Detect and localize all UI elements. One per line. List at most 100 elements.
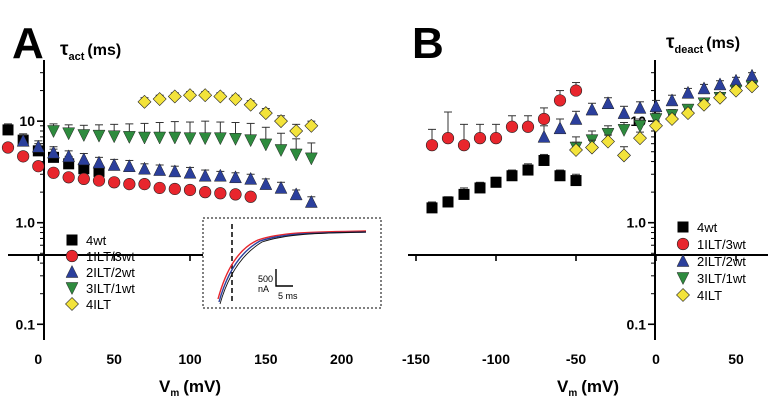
data-point — [123, 177, 136, 191]
data-point — [107, 130, 121, 144]
data-point — [697, 97, 711, 112]
data-point — [713, 90, 727, 105]
data-point — [183, 165, 197, 179]
data-point — [199, 186, 212, 199]
data-point — [198, 132, 212, 146]
data-point — [228, 92, 243, 106]
data-point — [537, 112, 551, 126]
data-point — [122, 159, 136, 172]
series-3ilt-1wt — [569, 80, 759, 155]
data-point — [617, 106, 631, 119]
data-point — [601, 134, 615, 149]
data-point — [168, 131, 182, 145]
series-1ilt-3wt — [425, 82, 583, 152]
data-point — [122, 131, 136, 144]
data-point — [505, 120, 519, 133]
data-point — [213, 89, 228, 104]
series-4wt — [426, 153, 582, 214]
data-point — [745, 68, 759, 82]
data-point — [585, 102, 599, 116]
data-point — [47, 145, 60, 159]
data-point — [62, 149, 76, 163]
data-point — [31, 139, 45, 153]
series-1ilt-3wt — [1, 141, 257, 203]
data-point — [229, 133, 242, 146]
inset-scale-x-label: 5 ms — [278, 291, 298, 301]
legend-label: 4wt — [86, 233, 107, 248]
x-tick-label: 50 — [728, 351, 744, 367]
data-point — [553, 121, 567, 135]
data-point — [168, 164, 182, 178]
y-axis-subscript: deact — [674, 44, 703, 56]
data-point — [617, 124, 631, 137]
data-point — [78, 163, 90, 175]
legend-label: 3ILT/1wt — [86, 281, 135, 296]
data-point — [153, 131, 167, 145]
x-tick-label: 200 — [330, 351, 354, 367]
data-point — [152, 92, 167, 106]
y-tick-label: 10 — [19, 113, 35, 129]
data-point — [138, 177, 151, 191]
data-point — [426, 202, 438, 214]
panel-label: B — [412, 19, 444, 68]
inset-scale-y-unit: nA — [258, 284, 269, 294]
data-point — [244, 190, 257, 203]
legend-marker — [65, 297, 79, 311]
x-tick-label: 0 — [652, 351, 660, 367]
data-point — [633, 100, 647, 114]
data-point — [304, 194, 318, 208]
y-axis-symbol: τ — [60, 39, 69, 60]
legend-marker — [65, 282, 79, 296]
x-axis-title: Vm (mV) — [159, 377, 221, 399]
data-point — [93, 165, 105, 177]
data-point — [214, 187, 227, 200]
data-point — [63, 158, 75, 170]
data-point — [259, 177, 273, 190]
data-point — [522, 164, 534, 176]
legend-marker — [66, 234, 78, 246]
data-point — [229, 188, 242, 201]
data-point — [167, 89, 182, 104]
y-axis-unit: (ms) — [87, 42, 121, 59]
data-point — [274, 114, 288, 129]
legend-marker — [676, 253, 690, 267]
legend-marker — [677, 221, 689, 233]
series-3ilt-1wt — [47, 120, 318, 166]
data-point — [92, 129, 106, 143]
x-axis-symbol: V — [159, 377, 171, 396]
data-point — [601, 96, 615, 110]
data-point — [258, 106, 273, 121]
data-point — [1, 141, 15, 154]
data-point — [665, 93, 679, 107]
data-point — [289, 148, 303, 162]
data-point — [506, 170, 518, 182]
data-point — [229, 170, 242, 184]
x-axis-title: Vm (mV) — [557, 377, 619, 399]
data-point — [713, 77, 727, 91]
data-point — [521, 120, 535, 133]
data-point — [569, 111, 583, 125]
inset-scale-bar — [275, 269, 293, 287]
legend-marker — [676, 272, 690, 286]
data-point — [665, 112, 679, 126]
data-point — [153, 162, 167, 176]
data-point — [274, 180, 288, 194]
x-axis-subscript: m — [170, 388, 179, 399]
data-point — [183, 183, 197, 197]
data-point — [729, 83, 743, 98]
data-point — [441, 132, 455, 145]
data-point — [489, 132, 503, 145]
data-point — [92, 155, 106, 169]
data-point — [213, 168, 227, 182]
legend-label: 1ILT/3wt — [697, 237, 746, 252]
data-point — [137, 94, 152, 109]
data-point — [681, 85, 695, 99]
data-point — [697, 81, 711, 95]
legend-label: 2ILT/2wt — [697, 254, 746, 269]
panel-b: B-150-100-500500.11.010τdeact(ms)Vm(mV)4… — [402, 19, 768, 399]
data-point — [601, 128, 615, 141]
data-point — [554, 170, 566, 182]
data-point — [569, 143, 583, 157]
